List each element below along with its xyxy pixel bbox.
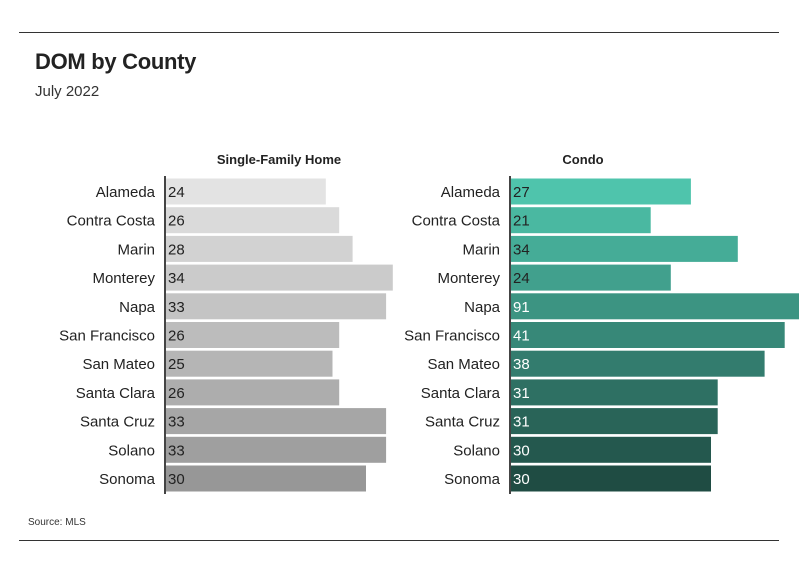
sfh-category-label: Napa <box>119 299 156 316</box>
sfh-bar-1 <box>165 178 326 205</box>
condo-bar-10 <box>510 436 711 463</box>
condo-value-label: 38 <box>513 356 530 373</box>
condo-bar-2 <box>510 207 651 234</box>
condo-category-label: Contra Costa <box>412 213 501 230</box>
sfh-value-label: 34 <box>168 270 185 287</box>
sfh-bar-4 <box>165 264 393 291</box>
condo-category-label: Santa Cruz <box>425 414 500 431</box>
sfh-value-label: 33 <box>168 414 185 431</box>
sfh-value-label: 26 <box>168 328 185 345</box>
sfh-value-label: 24 <box>168 184 185 201</box>
sfh-value-label: 33 <box>168 299 185 316</box>
condo-bar-11 <box>510 465 711 492</box>
condo-value-label: 91 <box>513 299 530 316</box>
condo-bar-3 <box>510 235 738 262</box>
condo-category-label: San Mateo <box>427 356 500 373</box>
sfh-panel-title: Single-Family Home <box>217 152 341 167</box>
sfh-value-label: 30 <box>168 471 185 488</box>
condo-value-label: 30 <box>513 442 530 459</box>
condo-value-label: 24 <box>513 270 530 287</box>
condo-category-label: Monterey <box>437 270 500 287</box>
sfh-category-label: Sonoma <box>99 471 156 488</box>
condo-value-label: 31 <box>513 414 530 431</box>
source-note: Source: MLS <box>28 517 86 528</box>
condo-bar-9 <box>510 408 718 435</box>
sfh-bar-11 <box>165 465 366 492</box>
condo-category-label: Santa Clara <box>421 385 501 402</box>
sfh-value-label: 26 <box>168 385 185 402</box>
bottom-rule <box>19 540 779 541</box>
condo-bar-4 <box>510 264 671 291</box>
condo-value-label: 30 <box>513 471 530 488</box>
sfh-category-label: Santa Clara <box>76 385 156 402</box>
sfh-category-label: Contra Costa <box>67 213 156 230</box>
sfh-value-label: 33 <box>168 442 185 459</box>
condo-panel-title: Condo <box>562 152 603 167</box>
condo-bar-1 <box>510 178 691 205</box>
sfh-category-label: Santa Cruz <box>80 414 155 431</box>
condo-bar-5 <box>510 293 799 320</box>
condo-bar-6 <box>510 322 785 348</box>
condo-value-label: 27 <box>513 184 530 201</box>
top-rule <box>19 32 779 33</box>
sfh-value-label: 25 <box>168 356 185 373</box>
sfh-bar-7 <box>165 350 333 377</box>
sfh-bar-5 <box>165 293 387 320</box>
condo-bar-7 <box>510 350 765 377</box>
sfh-category-label: Solano <box>108 442 155 459</box>
condo-category-label: San Francisco <box>404 328 500 345</box>
condo-panel: Condo Alameda 27 Contra Costa 21 Marin 34 Monte… <box>404 152 799 494</box>
condo-category-label: Napa <box>464 299 501 316</box>
sfh-bar-8 <box>165 379 340 406</box>
sfh-bar-3 <box>165 235 353 262</box>
condo-category-label: Sonoma <box>444 471 501 488</box>
sfh-category-label: Marin <box>117 241 155 258</box>
condo-category-label: Marin <box>462 241 500 258</box>
condo-value-label: 34 <box>513 241 530 258</box>
sfh-value-label: 26 <box>168 213 185 230</box>
sfh-value-label: 28 <box>168 241 185 258</box>
sfh-panel: Single-Family Home Alameda 24 Contra Costa 2… <box>59 152 393 494</box>
condo-value-label: 21 <box>513 213 530 230</box>
sfh-bar-6 <box>165 322 340 348</box>
chart-subtitle: July 2022 <box>35 83 100 100</box>
condo-category-label: Alameda <box>441 184 501 201</box>
sfh-bar-2 <box>165 207 340 234</box>
chart-title: DOM by County <box>35 49 197 74</box>
condo-value-label: 41 <box>513 328 530 345</box>
sfh-category-label: San Francisco <box>59 328 155 345</box>
condo-bar-8 <box>510 379 718 406</box>
sfh-bar-10 <box>165 436 387 463</box>
sfh-category-label: Alameda <box>96 184 156 201</box>
condo-value-label: 31 <box>513 385 530 402</box>
sfh-bar-9 <box>165 408 387 435</box>
sfh-category-label: Monterey <box>92 270 155 287</box>
sfh-category-label: San Mateo <box>82 356 155 373</box>
condo-category-label: Solano <box>453 442 500 459</box>
